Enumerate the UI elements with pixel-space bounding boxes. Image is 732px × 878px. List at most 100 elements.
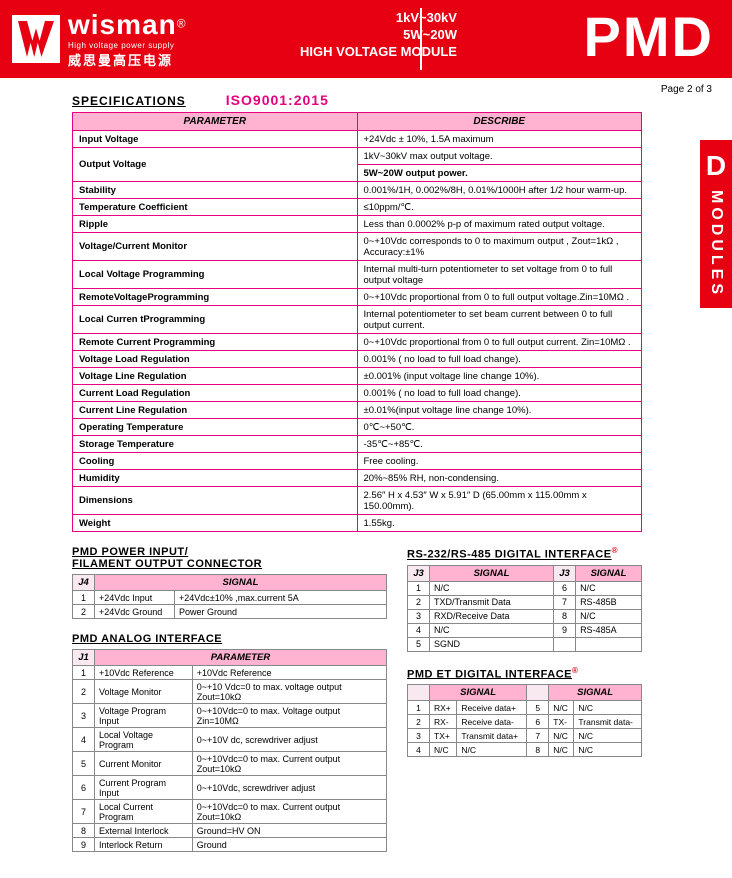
page-number: Page 2 of 3 xyxy=(661,84,712,95)
j1-title: PMD ANALOG INTERFACE xyxy=(72,633,387,645)
et-table: SIGNAL SIGNAL 1RX+Receive data+5N/CN/C2R… xyxy=(407,684,642,757)
spec-desc: 0~+10Vdc proportional from 0 to full out… xyxy=(357,289,642,306)
j4-header-signal: SIGNAL xyxy=(95,575,387,591)
table-cell: 1 xyxy=(73,591,95,605)
table-cell: N/C xyxy=(430,581,554,595)
spec-desc: ±0.001% (input voltage line change 10%). xyxy=(357,368,642,385)
table-cell: 5 xyxy=(408,637,430,651)
table-cell: RS-485A xyxy=(576,623,642,637)
logo: wisman® High voltage power supply 威思曼高压电… xyxy=(12,9,186,69)
spec-param: Local Voltage Programming xyxy=(73,261,358,289)
spec-desc: Free cooling. xyxy=(357,453,642,470)
j4-table: J4 SIGNAL 1+24Vdc Input+24Vdc±10% ,max.c… xyxy=(72,574,387,619)
table-cell: 4 xyxy=(408,743,430,757)
spec-param: Output Voltage xyxy=(73,148,358,182)
tagline: High voltage power supply xyxy=(68,41,186,50)
table-cell: 8 xyxy=(554,609,576,623)
table-cell: RS-485B xyxy=(576,595,642,609)
j1-table: J1 PARAMETER 1+10Vdc Reference+10Vdc Ref… xyxy=(72,649,387,852)
table-cell: 0~+10V dc, screwdriver adjust xyxy=(192,728,386,752)
table-cell: TX+ xyxy=(430,729,457,743)
table-cell: 3 xyxy=(408,609,430,623)
spec-param: Current Line Regulation xyxy=(73,402,358,419)
product-code: PMD xyxy=(584,4,714,69)
table-cell: N/C xyxy=(430,743,457,757)
spec-param: Cooling xyxy=(73,453,358,470)
table-cell: Current Program Input xyxy=(95,776,193,800)
table-cell: +24Vdc Input xyxy=(95,591,175,605)
table-cell: Interlock Return xyxy=(95,838,193,852)
j3-h1: SIGNAL xyxy=(430,565,554,581)
table-cell: 6 xyxy=(527,715,549,729)
header-specs: 1kV~30kV 5W~20W HIGH VOLTAGE MODULE xyxy=(300,10,457,61)
header-divider xyxy=(420,8,422,70)
table-cell: Ground xyxy=(192,838,386,852)
table-cell: 4 xyxy=(73,728,95,752)
spec-desc: 2.56″ H x 4.53″ W x 5.91″ D (65.00mm x 1… xyxy=(357,487,642,515)
table-cell: 8 xyxy=(527,743,549,757)
table-cell: +10Vdc Reference xyxy=(95,666,193,680)
et-title: PMD ET DIGITAL INTERFACE® xyxy=(407,666,642,681)
table-cell: 4 xyxy=(408,623,430,637)
j3-h3: SIGNAL xyxy=(576,565,642,581)
table-cell: TX- xyxy=(549,715,574,729)
header-bar: wisman® High voltage power supply 威思曼高压电… xyxy=(0,0,732,78)
registered-mark: ® xyxy=(177,17,186,31)
spec-param: Humidity xyxy=(73,470,358,487)
table-cell: 5 xyxy=(527,701,549,715)
j3-title: RS-232/RS-485 DIGITAL INTERFACE® xyxy=(407,546,642,561)
table-cell: Transmit data- xyxy=(574,715,642,729)
table-cell xyxy=(554,637,576,651)
spec-desc: 0.001% ( no load to full load change). xyxy=(357,385,642,402)
table-cell: 6 xyxy=(554,581,576,595)
table-cell: N/C xyxy=(549,729,574,743)
et-h3: SIGNAL xyxy=(549,685,642,701)
spec-param: Temperature Coefficient xyxy=(73,199,358,216)
et-h0 xyxy=(408,685,430,701)
table-cell: 2 xyxy=(408,595,430,609)
spec-param: Input Voltage xyxy=(73,131,358,148)
et-h2 xyxy=(527,685,549,701)
spec-param: Stability xyxy=(73,182,358,199)
spec-param: Ripple xyxy=(73,216,358,233)
spec-desc: ±0.01%(input voltage line change 10%). xyxy=(357,402,642,419)
table-cell: 7 xyxy=(527,729,549,743)
logo-icon xyxy=(12,15,60,63)
j4-title: PMD POWER INPUT/FILAMENT OUTPUT CONNECTO… xyxy=(72,546,387,570)
table-cell: N/C xyxy=(430,623,554,637)
table-cell: 0~+10Vdc=0 to max. Current output Zout=1… xyxy=(192,800,386,824)
et-h1: SIGNAL xyxy=(430,685,527,701)
spec-param: Weight xyxy=(73,515,358,532)
table-cell: Receive data+ xyxy=(457,701,527,715)
spec-param: RemoteVoltageProgramming xyxy=(73,289,358,306)
table-cell: Local Current Program xyxy=(95,800,193,824)
table-cell: Local Voltage Program xyxy=(95,728,193,752)
table-cell: N/C xyxy=(576,581,642,595)
table-cell: 0~+10Vdc=0 to max. Current output Zout=1… xyxy=(192,752,386,776)
table-cell: 2 xyxy=(73,605,95,619)
module-label: HIGH VOLTAGE MODULE xyxy=(300,44,457,61)
spec-param: Remote Current Programming xyxy=(73,334,358,351)
table-cell: 1 xyxy=(408,701,430,715)
table-cell xyxy=(576,637,642,651)
table-cell: 2 xyxy=(73,680,95,704)
spec-desc: 0~+10Vdc proportional from 0 to full out… xyxy=(357,334,642,351)
power-range: 5W~20W xyxy=(300,27,457,44)
table-cell: 7 xyxy=(73,800,95,824)
spec-desc: +24Vdc ± 10%, 1.5A maximum xyxy=(357,131,642,148)
table-cell: 0~+10Vdc=0 to max. Voltage output Zin=10… xyxy=(192,704,386,728)
table-cell: 3 xyxy=(73,704,95,728)
table-cell: 5 xyxy=(73,752,95,776)
spec-param: Local Curren tProgramming xyxy=(73,306,358,334)
table-cell: +24Vdc Ground xyxy=(95,605,175,619)
table-cell: 8 xyxy=(73,824,95,838)
table-cell: 2 xyxy=(408,715,430,729)
table-cell: 1 xyxy=(408,581,430,595)
spec-desc: 0~+10Vdc corresponds to 0 to maximum out… xyxy=(357,233,642,261)
table-cell: N/C xyxy=(457,743,527,757)
spec-header-desc: DESCRIBE xyxy=(357,113,642,131)
spec-desc: Internal multi-turn potentiometer to set… xyxy=(357,261,642,289)
table-cell: External Interlock xyxy=(95,824,193,838)
table-cell: Transmit data+ xyxy=(457,729,527,743)
table-cell: 1 xyxy=(73,666,95,680)
